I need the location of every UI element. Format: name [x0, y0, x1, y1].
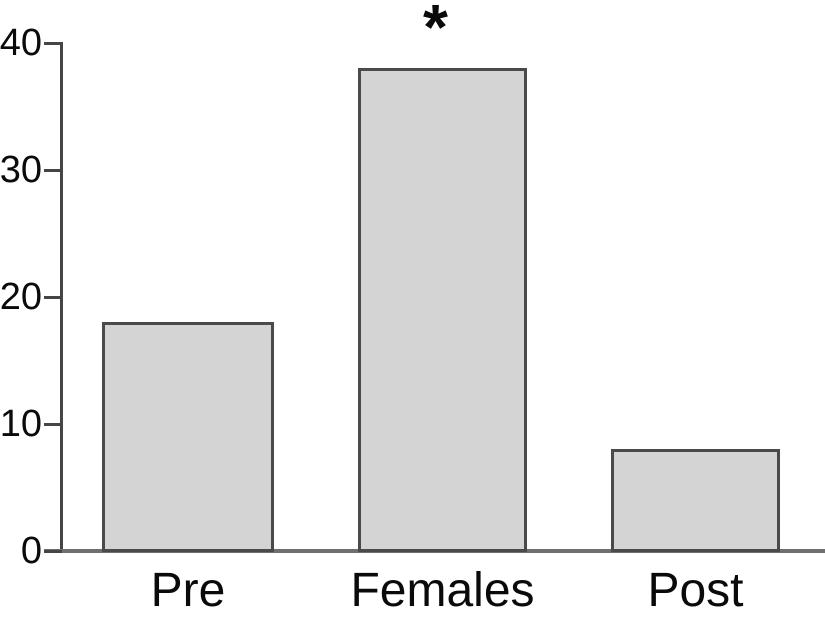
bar-females [358, 68, 527, 552]
y-tick-mark [44, 296, 62, 299]
y-tick-mark [44, 550, 62, 553]
y-tick-label: 30 [0, 149, 42, 191]
y-tick-label: 0 [20, 530, 42, 572]
bar-post [611, 449, 780, 552]
y-tick-mark [44, 169, 62, 172]
y-tick-label: 40 [0, 22, 42, 64]
x-label-post: Post [647, 564, 744, 617]
x-label-pre: Pre [150, 564, 226, 617]
y-tick-mark [44, 423, 62, 426]
bar-pre [102, 322, 274, 552]
y-tick-label: 20 [0, 276, 42, 318]
x-label-females: Females [350, 564, 535, 617]
y-tick-label: 10 [0, 403, 42, 445]
significance-asterisk: * [423, 0, 448, 63]
y-tick-mark [44, 42, 62, 45]
